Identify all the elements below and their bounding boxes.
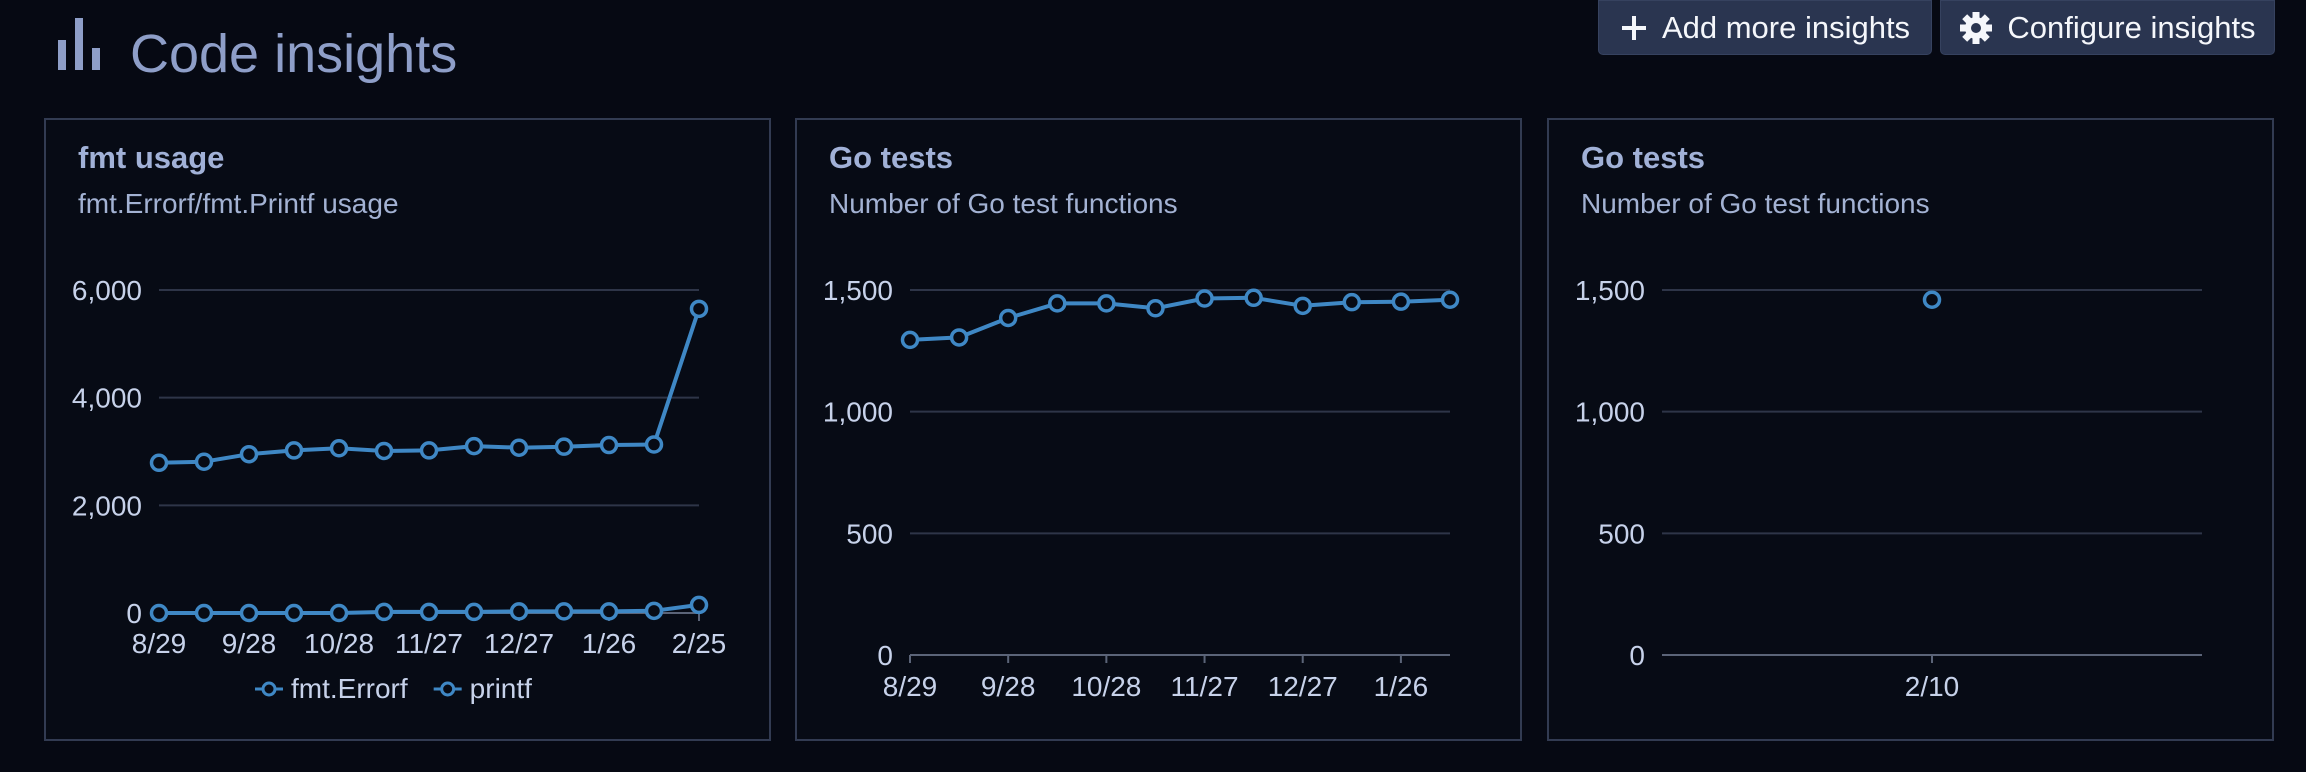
y-tick-label: 4,000 [72,383,142,414]
series-line [909,295,1451,342]
legend-item[interactable]: printf [433,673,532,704]
x-tick-label: 12/27 [1268,671,1338,702]
x-tick-label: 2/25 [672,628,727,659]
data-point[interactable] [644,601,664,621]
data-point[interactable] [554,602,574,621]
y-tick-label: 6,000 [72,275,142,306]
page-title: Code insights [130,24,458,84]
data-point[interactable] [329,439,349,458]
data-point[interactable] [239,603,259,623]
x-tick-label: 8/29 [132,628,187,659]
configure-insights-label: Configure insights [2007,9,2256,45]
data-point[interactable] [509,602,529,621]
data-point[interactable] [419,441,439,460]
legend-marker [440,681,456,697]
y-tick-label: 2,000 [72,490,142,521]
data-point[interactable] [644,435,664,454]
add-more-insights-label: Add more insights [1661,9,1911,45]
x-tick-label: 9/28 [222,628,277,659]
x-tick-label: 1/26 [1374,671,1429,702]
line-chart: 0 2,000 4,000 6,000 8/29 9/28 10/28 11/27 12/27 1… [72,275,727,704]
data-point[interactable] [509,438,529,457]
x-tick-label: 1/26 [582,628,637,659]
data-point[interactable] [1195,289,1214,308]
y-tick-label: 1,000 [1575,397,1645,428]
data-point[interactable] [284,603,304,623]
data-point[interactable] [599,435,619,455]
legend-label: fmt.Errorf [291,673,408,704]
card-subtitle: Number of Go test functions [829,188,1178,219]
data-point[interactable] [1244,288,1263,308]
data-point[interactable] [464,602,484,622]
legend-label: printf [470,673,532,704]
scatter-chart: 0 500 1,000 1,500 2/10 [1575,275,2202,702]
data-point[interactable] [149,603,169,623]
insight-card-go-tests[interactable]: 0 500 1,000 1,500 8/29 9/28 10/28 11/27 12/27 1/2… [795,118,1522,741]
data-point[interactable] [1048,294,1067,313]
data-point[interactable] [900,330,920,350]
y-tick-label: 0 [126,598,142,629]
data-point[interactable] [194,603,214,623]
card-title: Go tests [1581,140,1706,175]
line-chart: 0 500 1,000 1,500 8/29 9/28 10/28 11/27 12/27 1/2… [823,275,1460,702]
insight-card-go-tests-2[interactable]: 0 500 1,000 1,500 2/10 Go tests Number of Go… [1547,118,2274,741]
data-point[interactable] [599,602,619,621]
legend-item[interactable]: fmt.Errorf [255,673,408,704]
plus-icon [1621,15,1646,40]
insight-chart-go-tests-2: 0 500 1,000 1,500 2/10 [1549,120,2272,739]
data-point[interactable] [689,595,709,615]
insight-chart-go-tests: 0 500 1,000 1,500 8/29 9/28 10/28 11/27 12/27 1/2… [797,120,1520,739]
insight-card-fmt-usage[interactable]: 0 2,000 4,000 6,000 8/29 9/28 10/28 11/27 12/27 1… [44,118,771,741]
series-line [158,308,701,465]
y-tick-label: 0 [1629,640,1645,671]
card-subtitle: Number of Go test functions [1581,188,1930,219]
data-point[interactable] [419,602,439,622]
data-point[interactable] [998,308,1018,328]
data-point[interactable] [194,452,214,471]
data-point[interactable] [1342,292,1362,312]
gear-icon [1960,11,1993,44]
data-point[interactable] [1391,292,1411,311]
data-point[interactable] [1922,290,1942,309]
x-tick-label: 10/28 [1071,671,1141,702]
data-point[interactable] [374,441,394,461]
y-tick-label: 500 [846,518,893,549]
y-tick-label: 1,000 [823,397,893,428]
x-tick-label: 2/10 [1905,671,1960,702]
y-tick-label: 500 [1598,518,1645,549]
data-point[interactable] [554,437,574,456]
data-point[interactable] [329,603,349,623]
x-tick-label: 12/27 [484,628,554,659]
data-point[interactable] [149,453,169,473]
x-tick-label: 8/29 [883,671,938,702]
insight-chart-fmt-usage: 0 2,000 4,000 6,000 8/29 9/28 10/28 11/27 12/27 1… [46,120,769,739]
legend-marker [261,681,277,697]
data-point[interactable] [1440,290,1460,309]
bar-chart-icon [58,18,100,70]
data-point[interactable] [284,441,304,460]
card-title: fmt usage [78,140,225,175]
data-point[interactable] [1293,296,1312,316]
add-more-insights-button[interactable]: Add more insights [1598,0,1932,55]
x-tick-label: 11/27 [1171,671,1239,702]
y-tick-label: 1,500 [1575,275,1645,306]
x-tick-label: 9/28 [981,671,1036,702]
y-tick-label: 0 [877,640,893,671]
data-point[interactable] [1146,299,1165,318]
data-point[interactable] [689,299,709,319]
data-point[interactable] [374,602,394,622]
x-tick-label: 11/27 [395,628,463,659]
data-point[interactable] [239,444,259,464]
data-point[interactable] [1097,294,1116,313]
card-subtitle: fmt.Errorf/fmt.Printf usage [78,188,399,219]
data-point[interactable] [464,436,484,456]
card-title: Go tests [829,140,954,175]
configure-insights-button[interactable]: Configure insights [1940,0,2275,55]
x-tick-label: 10/28 [304,628,374,659]
data-point[interactable] [949,328,969,347]
y-tick-label: 1,500 [823,275,893,306]
